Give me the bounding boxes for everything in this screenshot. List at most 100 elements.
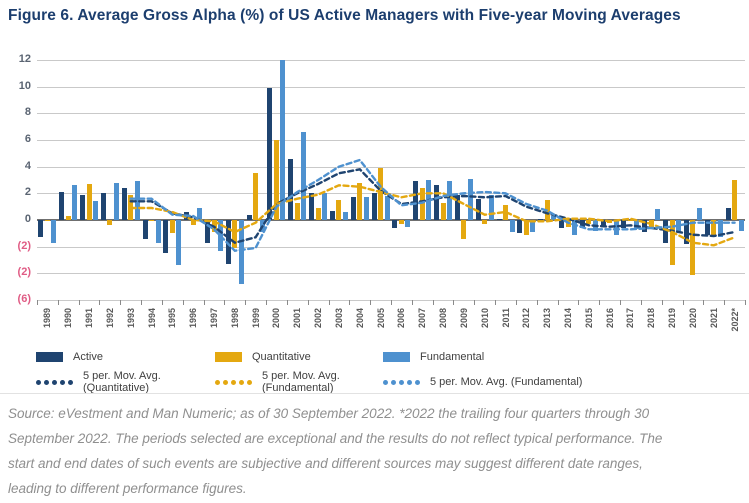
bar-quantitative-1996 — [190, 220, 196, 226]
legend-item: Quantitative — [215, 351, 383, 363]
bar-active-1996 — [184, 212, 190, 220]
x-axis-year-label: 1998 — [229, 308, 240, 329]
x-axis-year-label: 2017 — [625, 308, 636, 329]
bar-quantitative-1992 — [107, 220, 113, 226]
bar-fundamental-1993 — [134, 181, 140, 220]
bar-quantitative-2002 — [315, 208, 321, 220]
bar-quantitative-2016 — [607, 220, 613, 223]
x-axis-tick-mark — [599, 300, 601, 305]
bar-fundamental-1998 — [238, 220, 244, 284]
bar-fundamental-1991 — [93, 201, 99, 220]
y-axis-tick-label: 0 — [24, 213, 31, 225]
bar-active-1989 — [38, 220, 44, 238]
bar-quantitative-1993 — [128, 194, 134, 220]
x-axis-tick-mark — [78, 300, 80, 305]
x-axis-year-label: 1991 — [84, 308, 95, 329]
gridline — [37, 86, 745, 88]
plot-area — [37, 60, 745, 301]
x-axis-year-label: 1995 — [167, 308, 178, 329]
x-axis-tick-mark — [266, 300, 268, 305]
x-axis-tick-mark — [432, 300, 434, 305]
gridline — [37, 140, 745, 141]
bar-active-2022 — [725, 208, 731, 220]
bar-active-2015 — [579, 220, 585, 228]
legend-label: Fundamental — [420, 351, 485, 363]
source-note-line: start and end dates of such events are s… — [8, 456, 643, 471]
bar-quantitative-2005 — [378, 168, 384, 220]
bar-active-1995 — [163, 220, 169, 254]
bar-active-1999 — [246, 214, 252, 220]
moving-average-lines — [129, 158, 736, 252]
chart-area: 12 10 8 6 4 2 0 (2) (2) (6) 1989 1990 1991 1992 1993 19… — [18, 53, 746, 332]
bar-fundamental-2008 — [447, 181, 453, 220]
gridline — [37, 193, 745, 195]
bar-active-1997 — [205, 220, 210, 243]
bar-quantitative-2010 — [482, 220, 488, 224]
x-axis-tick-mark — [536, 300, 538, 305]
x-axis-tick-mark — [99, 300, 101, 305]
bar-quantitative-2014 — [565, 220, 571, 227]
x-axis-tick-mark — [411, 300, 413, 305]
x-axis-year-label: 2000 — [271, 308, 282, 329]
x-axis-year-label: 2010 — [479, 308, 490, 329]
x-axis-tick-mark — [141, 300, 143, 305]
bar-quantitative-1991 — [86, 184, 92, 220]
bar-active-2002 — [309, 193, 315, 220]
bar-fundamental-1999 — [259, 220, 265, 232]
bar-quantitative-2018 — [648, 220, 654, 228]
divider-line — [0, 393, 749, 394]
legend-item: Active — [36, 351, 215, 363]
gridline — [37, 166, 745, 168]
bar-fundamental-2009 — [467, 178, 473, 220]
x-axis-year-label: 2002 — [313, 308, 324, 329]
legend-item: 5 per. Mov. Avg. (Fundamental) — [215, 370, 383, 394]
x-axis-year-label: 1999 — [250, 308, 261, 329]
x-axis-tick-mark — [286, 300, 288, 305]
legend-label: Quantitative — [252, 351, 311, 363]
bar-fundamental-2011 — [509, 220, 515, 232]
x-axis-tick-mark — [203, 300, 205, 305]
bar-fundamental-2012 — [530, 220, 536, 232]
source-note-line: Source: eVestment and Man Numeric; as of… — [8, 406, 650, 421]
x-axis-year-label: 2003 — [333, 308, 344, 329]
x-axis-year-label: 2011 — [500, 308, 511, 328]
x-axis-tick-mark — [307, 300, 309, 305]
y-axis-tick-label: 10 — [18, 79, 31, 92]
bar-quantitative-1994 — [149, 220, 155, 222]
bar-fundamental-1997 — [218, 220, 223, 251]
legend-item: Fundamental — [383, 351, 484, 363]
bar-active-1992 — [100, 193, 106, 220]
x-axis-tick-mark — [224, 300, 226, 305]
x-axis-year-label: 2005 — [375, 308, 386, 329]
bar-quantitative-2022 — [732, 180, 738, 220]
bar-active-2014 — [559, 220, 564, 228]
legend-item: 5 per. Mov. Avg. (Fundamental) — [383, 370, 582, 394]
bar-fundamental-2013 — [551, 216, 557, 220]
bar-fundamental-2016 — [613, 220, 619, 235]
bar-fundamental-2010 — [488, 194, 494, 220]
x-axis-year-label: 2014 — [563, 308, 573, 329]
legend-label: 5 per. Mov. Avg. (Fundamental) — [262, 370, 340, 394]
bar-quantitative-1995 — [169, 220, 175, 234]
x-axis-year-label: 2019 — [667, 308, 678, 329]
legend-swatch-bar — [36, 352, 63, 362]
bar-fundamental-2002 — [322, 193, 328, 220]
bar-active-2021 — [704, 220, 710, 235]
x-axis-tick-mark — [703, 300, 705, 305]
bar-quantitative-2019 — [669, 220, 675, 266]
legend-swatch-dashed-line — [215, 379, 252, 385]
x-axis-tick-mark — [161, 300, 163, 305]
x-axis-year-label: 1996 — [188, 308, 199, 329]
source-note-line: September 2022. The periods selected are… — [8, 431, 663, 446]
bar-fundamental-2000 — [280, 60, 286, 220]
x-axis-tick-mark — [578, 300, 580, 305]
x-axis-year-label: 2008 — [438, 308, 449, 329]
bar-fundamental-1992 — [113, 182, 119, 220]
bar-active-1998 — [225, 220, 231, 264]
bar-fundamental-2001 — [301, 132, 307, 220]
bar-active-2006 — [392, 220, 398, 228]
bar-active-2011 — [496, 218, 502, 220]
x-axis-year-label: 2006 — [396, 308, 407, 329]
legend-label: 5 per. Mov. Avg. (Fundamental) — [430, 376, 583, 388]
x-axis-year-label: 2004 — [354, 308, 365, 329]
